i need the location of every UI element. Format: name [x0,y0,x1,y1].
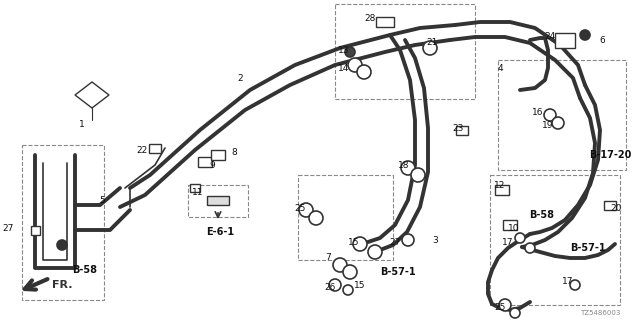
Text: B-58: B-58 [529,210,554,220]
Text: B-17-20: B-17-20 [589,150,631,160]
Circle shape [401,161,415,175]
Text: 4: 4 [497,63,503,73]
Circle shape [515,233,525,243]
Bar [335,4,475,99]
Text: 21: 21 [426,37,438,46]
Circle shape [353,237,367,251]
Circle shape [309,211,323,225]
Bar [190,184,200,192]
Text: B-57-1: B-57-1 [570,243,606,253]
Polygon shape [75,82,109,108]
Text: 19: 19 [542,121,554,130]
Bar [188,185,248,217]
Circle shape [368,245,382,259]
Text: 22: 22 [136,146,148,155]
Text: 15: 15 [355,281,365,290]
Bar [604,201,616,210]
Text: FR.: FR. [52,280,72,290]
Circle shape [343,285,353,295]
Circle shape [348,58,362,72]
Circle shape [499,299,511,311]
Text: 5: 5 [99,196,105,204]
Circle shape [411,168,425,182]
Bar [298,175,393,260]
Circle shape [329,279,341,291]
Text: 2: 2 [237,74,243,83]
Circle shape [345,47,355,57]
Circle shape [510,308,520,318]
Circle shape [402,234,414,246]
Bar [498,60,626,170]
Text: 12: 12 [494,180,506,189]
Text: 6: 6 [599,36,605,44]
Text: 25: 25 [494,303,506,313]
Text: 9: 9 [209,161,215,170]
Text: 25: 25 [294,204,306,212]
Bar [149,143,161,153]
Bar [211,150,225,160]
Bar [555,33,575,47]
Circle shape [544,109,556,121]
Text: 27: 27 [389,237,401,246]
Bar [456,125,468,134]
Circle shape [423,41,437,55]
Text: 7: 7 [325,253,331,262]
Circle shape [299,203,313,217]
Text: 27: 27 [3,223,13,233]
Bar [22,145,104,300]
Text: 26: 26 [324,284,336,292]
Circle shape [333,258,347,272]
Text: 15: 15 [348,237,360,246]
Text: 23: 23 [452,124,464,132]
Text: TZ5486003: TZ5486003 [580,310,620,316]
Text: 17: 17 [502,237,514,246]
Bar [495,185,509,195]
Circle shape [57,240,67,250]
Circle shape [357,65,371,79]
Circle shape [552,117,564,129]
Text: B-58: B-58 [72,265,97,275]
Text: 14: 14 [339,63,349,73]
Circle shape [525,243,535,253]
Circle shape [570,280,580,290]
Text: 8: 8 [231,148,237,156]
Text: 10: 10 [508,223,520,233]
Text: 3: 3 [432,236,438,244]
Text: 17: 17 [563,277,573,286]
Text: 18: 18 [398,161,410,170]
Circle shape [343,265,357,279]
Text: 20: 20 [611,204,621,212]
Bar [376,17,394,27]
Bar [207,196,229,204]
Text: 24: 24 [545,31,556,41]
Text: 16: 16 [532,108,544,116]
Circle shape [580,30,590,40]
Text: 11: 11 [192,188,204,196]
Text: E-6-1: E-6-1 [206,227,234,237]
Text: 13: 13 [339,45,349,54]
Bar [31,226,40,235]
Text: B-57-1: B-57-1 [380,267,416,277]
Bar [198,157,212,167]
Text: 28: 28 [364,13,376,22]
Bar [490,175,620,305]
Text: 1: 1 [79,119,85,129]
Bar [503,220,517,230]
